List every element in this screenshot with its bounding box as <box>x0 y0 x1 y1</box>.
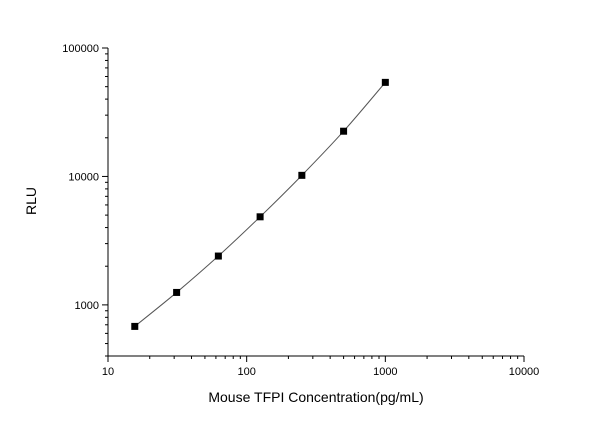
x-ticks: 10 100 1000 10000 <box>102 356 539 378</box>
data-point <box>214 252 222 260</box>
y-ticks: 1000 10000 100000 <box>62 43 108 357</box>
data-point <box>381 78 389 86</box>
x-tick-label: 1000 <box>373 366 397 378</box>
axes <box>107 48 524 357</box>
y-tick-label: 1000 <box>75 300 99 312</box>
data-point <box>340 127 348 135</box>
y-axis-label: RLU <box>23 187 39 215</box>
x-tick-label: 10 <box>102 366 114 378</box>
fit-curve <box>134 82 386 327</box>
data-points <box>131 78 389 330</box>
y-tick-label: 100000 <box>62 43 99 55</box>
data-point <box>131 322 139 330</box>
y-tick-label: 10000 <box>68 171 99 183</box>
data-point <box>298 171 306 179</box>
x-tick-label: 100 <box>237 366 255 378</box>
x-tick-label: 10000 <box>509 366 540 378</box>
x-axis-label: Mouse TFPI Concentration(pg/mL) <box>208 389 423 405</box>
data-point <box>173 288 181 296</box>
data-point <box>256 213 264 221</box>
